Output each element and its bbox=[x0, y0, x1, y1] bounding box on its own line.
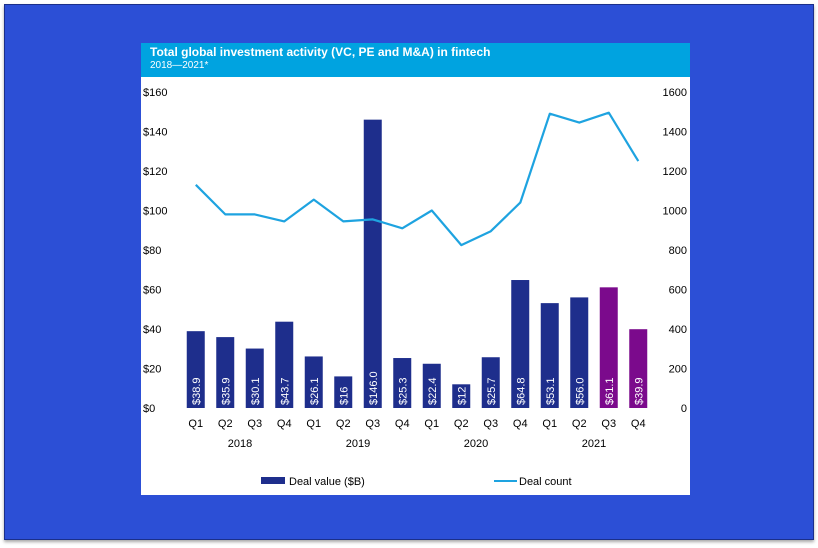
x-year-label: 2019 bbox=[346, 438, 370, 450]
bar-data-label: $12 bbox=[456, 387, 468, 405]
legend-label-deal-value: Deal value ($B) bbox=[289, 476, 365, 488]
deal-value-bar bbox=[452, 384, 471, 408]
bar-data-label: $43.7 bbox=[279, 377, 291, 405]
x-tick-label: Q3 bbox=[601, 418, 616, 430]
slide-frame: Total global investment activity (VC, PE… bbox=[4, 4, 814, 540]
bar-data-label: $16 bbox=[338, 387, 350, 405]
x-tick-label: Q1 bbox=[542, 418, 557, 430]
deal-value-bar bbox=[363, 119, 382, 409]
bar-data-label: $56.0 bbox=[574, 377, 586, 405]
bar-data-label: $22.4 bbox=[427, 377, 439, 405]
y-left-tick-label: $40 bbox=[143, 324, 161, 336]
y-left-tick-label: $80 bbox=[143, 245, 161, 257]
deal-value-bar bbox=[216, 337, 235, 408]
bar-data-label: $35.9 bbox=[220, 377, 232, 405]
x-tick-label: Q2 bbox=[218, 418, 233, 430]
y-right-tick-label: 1200 bbox=[663, 166, 687, 178]
x-tick-label: Q1 bbox=[188, 418, 203, 430]
chart-card: Total global investment activity (VC, PE… bbox=[141, 43, 690, 495]
deal-value-bar bbox=[275, 321, 294, 408]
x-tick-label: Q4 bbox=[631, 418, 646, 430]
bar-data-label: $61.1 bbox=[604, 377, 616, 405]
deal-value-bar bbox=[422, 363, 441, 408]
x-tick-label: Q3 bbox=[365, 418, 380, 430]
legend-label-deal-count: Deal count bbox=[519, 476, 572, 488]
y-left-tick-label: $20 bbox=[143, 364, 161, 376]
x-tick-label: Q2 bbox=[572, 418, 587, 430]
deal-value-bar bbox=[334, 376, 353, 408]
deal-value-bar bbox=[540, 303, 559, 408]
y-right-tick-label: 800 bbox=[669, 245, 687, 257]
deal-value-bar bbox=[186, 331, 205, 408]
y-left-tick-label: $140 bbox=[143, 127, 167, 139]
deal-value-bar bbox=[629, 329, 648, 408]
x-tick-label: Q4 bbox=[277, 418, 292, 430]
bar-data-label: $64.8 bbox=[515, 377, 527, 405]
y-right-tick-label: 1600 bbox=[663, 87, 687, 99]
deal-value-bar bbox=[511, 280, 530, 408]
bar-data-label: $39.9 bbox=[633, 377, 645, 405]
legend-swatch-deal-value bbox=[261, 477, 285, 484]
deal-value-bar bbox=[570, 297, 589, 408]
deal-value-bar bbox=[304, 356, 323, 408]
chart-title: Total global investment activity (VC, PE… bbox=[150, 45, 491, 59]
y-left-tick-label: $160 bbox=[143, 87, 167, 99]
bar-data-label: $53.1 bbox=[545, 377, 557, 405]
bar-data-label: $25.3 bbox=[397, 377, 409, 405]
bar-data-label: $26.1 bbox=[309, 377, 321, 405]
deal-count-line bbox=[195, 111, 640, 247]
x-tick-label: Q4 bbox=[513, 418, 528, 430]
deal-value-bar bbox=[481, 357, 500, 408]
y-right-tick-label: 200 bbox=[669, 364, 687, 376]
y-left-tick-label: $100 bbox=[143, 206, 167, 218]
deal-value-bar bbox=[599, 287, 618, 408]
deal-value-bar bbox=[245, 348, 264, 408]
x-tick-label: Q3 bbox=[247, 418, 262, 430]
y-right-tick-label: 0 bbox=[681, 403, 687, 415]
x-tick-label: Q1 bbox=[424, 418, 439, 430]
y-right-tick-label: 1400 bbox=[663, 127, 687, 139]
y-left-tick-label: $60 bbox=[143, 285, 161, 297]
x-tick-label: Q4 bbox=[395, 418, 410, 430]
x-tick-label: Q1 bbox=[306, 418, 321, 430]
bar-data-label: $146.0 bbox=[368, 371, 380, 405]
combo-chart: $0 $20 $40 $60 $80 $100 $120 $140 $160 0 200 400 600… bbox=[143, 87, 687, 488]
y-left-tick-label: $120 bbox=[143, 166, 167, 178]
x-year-label: 2020 bbox=[464, 438, 488, 450]
x-tick-label: Q2 bbox=[454, 418, 469, 430]
bar-data-label: $25.7 bbox=[486, 377, 498, 405]
bar-data-label: $30.1 bbox=[250, 377, 262, 405]
bar-data-label: $38.9 bbox=[191, 377, 203, 405]
y-right-tick-label: 600 bbox=[669, 285, 687, 297]
x-year-label: 2018 bbox=[228, 438, 252, 450]
deal-value-bar bbox=[393, 358, 412, 408]
x-tick-label: Q2 bbox=[336, 418, 351, 430]
y-right-tick-label: 400 bbox=[669, 324, 687, 336]
y-right-tick-label: 1000 bbox=[663, 206, 687, 218]
chart-subtitle: 2018—2021* bbox=[150, 60, 209, 71]
y-left-tick-label: $0 bbox=[143, 403, 155, 415]
x-tick-label: Q3 bbox=[483, 418, 498, 430]
chart-header: Total global investment activity (VC, PE… bbox=[141, 43, 690, 77]
x-year-label: 2021 bbox=[582, 438, 606, 450]
